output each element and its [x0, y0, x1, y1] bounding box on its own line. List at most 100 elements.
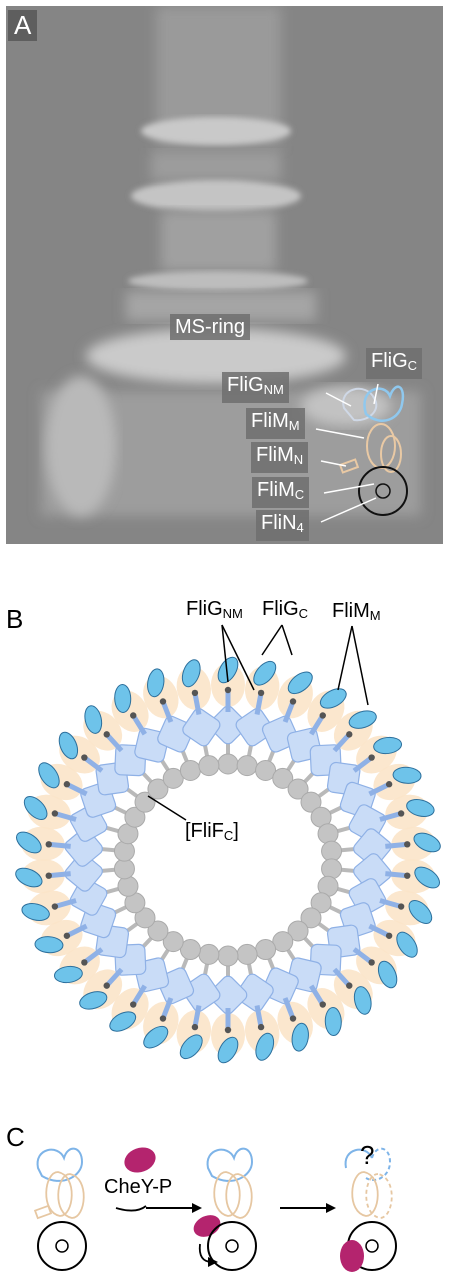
flig-c-domain	[324, 1007, 342, 1037]
state-2-bound	[193, 1147, 257, 1271]
flig-linker	[332, 967, 350, 986]
flig-c-domain	[147, 668, 165, 698]
flif-c-subunit	[217, 753, 239, 775]
flig-c-domain	[287, 671, 313, 695]
binding-arrow-curve	[115, 1205, 147, 1212]
flig-linker	[332, 734, 350, 753]
flig-hinge-dot	[81, 754, 88, 761]
flif-c-subunit	[272, 767, 294, 789]
state-1-unbound	[33, 1147, 87, 1271]
flif-c-subunit	[217, 945, 239, 967]
flig-hinge-dot	[319, 712, 326, 719]
flig-c-domain	[109, 1011, 137, 1032]
flig-c-domain	[373, 736, 403, 755]
flig-linker	[368, 782, 389, 797]
flig-hinge-dot	[63, 781, 71, 788]
flig-linker	[309, 715, 324, 736]
flig-hinge-dot	[224, 1026, 232, 1034]
flif-c-subunit	[300, 907, 322, 929]
flif-c-subunit	[236, 755, 258, 777]
flig-hinge-dot	[191, 1023, 199, 1031]
flif-c-subunit	[147, 920, 169, 942]
flig-c-domain	[34, 936, 64, 954]
flif-c-subunit	[147, 778, 169, 800]
flif-c-subunit	[255, 939, 277, 961]
flig-hinge-dot	[289, 1015, 297, 1022]
flig-linker	[385, 842, 406, 849]
b-flig-nm-label: FliGNM	[186, 598, 243, 621]
flig-c-domain	[79, 991, 108, 1010]
flig-c-domain	[408, 900, 433, 924]
flif-c-subunit	[300, 791, 322, 813]
flif-c-subunit	[287, 778, 309, 800]
panel-c-letter: C	[6, 1122, 25, 1152]
c-ring-diagram	[15, 624, 441, 1064]
flig-hinge-dot	[257, 689, 265, 697]
flig-linker	[56, 811, 77, 822]
flig-c-domain	[58, 731, 79, 760]
flig-linker	[132, 715, 147, 736]
flig-linker	[385, 871, 406, 878]
flig-c-domain	[255, 1032, 275, 1061]
flig-linker	[379, 898, 400, 909]
flig-linker	[254, 1005, 264, 1026]
flif-c-subunit	[179, 939, 201, 961]
flig-c-domain	[392, 766, 422, 784]
flig-hinge-dot	[368, 959, 375, 966]
chey-binding-schematic	[33, 1147, 397, 1272]
flig-c-domain	[217, 656, 239, 684]
flig-nm-domain	[235, 973, 274, 1012]
flif-c-subunit	[272, 931, 294, 953]
flig-nm-domain	[235, 708, 274, 747]
flig-hinge-dot	[397, 810, 405, 817]
flig-hinge-dot	[159, 698, 167, 705]
flig-linker	[379, 811, 400, 822]
flig-hinge-dot	[63, 932, 71, 939]
flig-hinge-dot	[319, 1001, 326, 1008]
flig-linker	[368, 923, 389, 938]
flig-c-domain	[16, 831, 42, 854]
flif-c-subunit	[117, 875, 139, 897]
flif-c-subunit	[317, 823, 339, 845]
flig-linker	[309, 984, 324, 1005]
flig-nm-domain	[182, 708, 221, 747]
flig-linker	[282, 997, 295, 1018]
flig-nm-domain	[182, 973, 221, 1012]
flif-c-subunit	[255, 759, 277, 781]
flif-c-subunit	[134, 907, 156, 929]
chey-p-molecule	[124, 1147, 156, 1173]
flig-c-domain	[143, 1025, 169, 1049]
flig-hinge-dot	[45, 841, 52, 848]
chey-p-label: CheY-P	[104, 1176, 173, 1198]
flig-c-domain	[114, 683, 132, 713]
flif-c-subunit	[321, 858, 343, 880]
flig-hinge-dot	[51, 810, 59, 817]
b-flif-c-label: [FliFC]	[185, 820, 239, 843]
flig-hinge-dot	[404, 841, 411, 848]
flig-linker	[282, 702, 295, 723]
flig-c-domain	[319, 688, 347, 709]
b-flim-m-label: FliMM	[332, 600, 381, 623]
flig-c-domain	[179, 1034, 203, 1060]
flig-nm-domain	[353, 828, 392, 867]
flig-linker	[84, 756, 104, 773]
flig-c-domain	[253, 660, 277, 686]
flig-c-domain	[21, 903, 50, 921]
flig-hinge-dot	[130, 712, 137, 719]
flig-linker	[67, 782, 88, 797]
panel-a-letter: A	[8, 10, 38, 41]
flig-c-domain	[23, 796, 48, 820]
flig-linker	[106, 967, 124, 986]
flim-c-label: FliMC	[252, 477, 310, 508]
flif-c-subunit	[124, 806, 146, 828]
flif-c-subunit	[236, 943, 258, 965]
flif-c-subunit	[287, 920, 309, 942]
flig-c-domain	[413, 832, 441, 853]
flif-c-subunit	[113, 858, 135, 880]
flig-hinge-dot	[368, 754, 375, 761]
flif-c-subunit	[162, 931, 184, 953]
flig-nm-domain	[208, 705, 248, 745]
flig-nm-domain	[208, 975, 248, 1015]
panel-a-micrograph: A MS-ring FliGC FliGNM FliMM FliMN FliMC…	[6, 6, 443, 544]
flig-c-domain	[396, 931, 418, 958]
